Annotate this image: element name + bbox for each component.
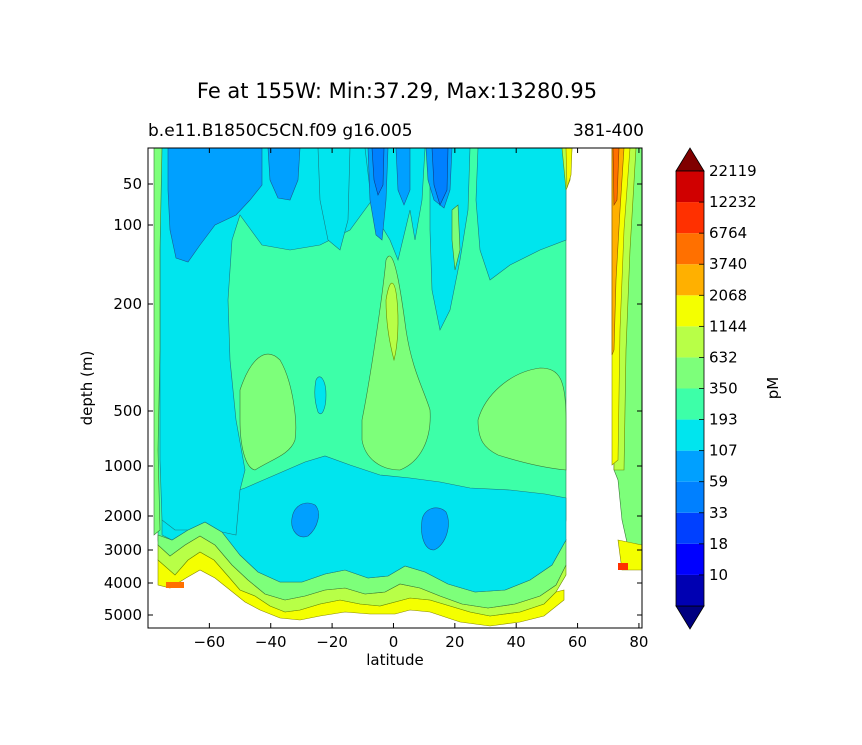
y-axis-label: depth (m)	[78, 351, 96, 426]
colorbar-segment	[676, 202, 704, 234]
x-tick-label: −40	[255, 633, 287, 651]
colorbar-segment	[676, 233, 704, 265]
colorbar-segment	[676, 264, 704, 296]
colorbar-extend-max	[675, 147, 705, 172]
x-tick-label: 60	[568, 633, 587, 651]
seafloor-bit	[618, 563, 628, 570]
contour-region-107-d	[395, 148, 411, 206]
contour-region-107-deep-a	[291, 502, 319, 538]
colorbar-label: pM	[764, 377, 782, 399]
colorbar: 10 18 33 59 107 193 350 632 1144 2068 3740 6764 1223…	[675, 147, 757, 630]
y-tick-label: 3000	[104, 541, 142, 559]
y-tick-label: 200	[113, 295, 142, 313]
x-tick-label: 0	[389, 633, 399, 651]
contour-region-107-deep-b	[421, 507, 449, 551]
colorbar-tick-label: 3740	[709, 255, 747, 273]
contour-region-632-north	[477, 367, 567, 471]
colorbar-tick-label: 59	[709, 473, 728, 491]
colorbar-segment	[676, 450, 704, 482]
plot-frame	[147, 147, 643, 629]
x-tick-label: 40	[507, 633, 526, 651]
chart-subtitle-case: b.e11.B1850C5CN.f09 g16.005	[148, 121, 413, 141]
colorbar-segment	[676, 574, 704, 606]
y-tick-label: 100	[113, 216, 142, 234]
colorbar-tick-label: 350	[709, 380, 738, 398]
y-tick-label: 1000	[104, 457, 142, 475]
contour-region-632-south	[239, 353, 297, 471]
contour-region-59-a	[371, 148, 385, 196]
colorbar-segment	[676, 388, 704, 420]
contour-region-193-deep	[161, 455, 567, 593]
y-tick-label: 50	[123, 175, 142, 193]
chart-title: Fe at 155W: Min:37.29, Max:13280.95	[197, 79, 597, 103]
contour-region-1144-equator	[385, 282, 399, 362]
y-tick-label: 2000	[104, 507, 142, 525]
colorbar-tick-label: 33	[709, 504, 728, 522]
colorbar-segment	[676, 326, 704, 358]
y-tick-label: 4000	[104, 574, 142, 592]
colorbar-tick-label: 22119	[709, 162, 757, 180]
y-axis: 50 100 200 500 1000 2000 3000 4000 5000	[104, 175, 642, 624]
contour-region-632-south-edge	[153, 148, 163, 536]
seafloor-bit	[166, 582, 184, 588]
x-tick-label: −60	[194, 633, 226, 651]
x-tick-label: 20	[445, 633, 464, 651]
contour-region-59-b	[431, 148, 449, 206]
x-tick-label: −20	[316, 633, 348, 651]
x-tick-label: 80	[629, 633, 648, 651]
colorbar-segment	[676, 512, 704, 544]
colorbar-segment	[676, 481, 704, 513]
colorbar-segment	[676, 171, 704, 203]
x-axis: −60 −40 −20 0 20 40 60 80	[194, 148, 648, 651]
colorbar-tick-label: 107	[709, 442, 738, 460]
contour-region-arctic-floor	[617, 539, 642, 571]
colorbar-tick-label: 1144	[709, 317, 747, 335]
colorbar-tick-label: 2068	[709, 286, 747, 304]
contour-region-193-column	[314, 376, 327, 415]
colorbar-tick-label: 18	[709, 535, 728, 553]
x-axis-label: latitude	[366, 651, 424, 669]
contour-region-107-upper	[167, 148, 263, 263]
colorbar-tick-label: 12232	[709, 193, 757, 211]
y-tick-label: 500	[113, 402, 142, 420]
colorbar-tick-label: 10	[709, 566, 728, 584]
contour-region-107-b	[267, 148, 301, 201]
colorbar-segment	[676, 295, 704, 327]
colorbar-extend-min	[675, 605, 705, 630]
contour-region-632-equator	[361, 256, 431, 471]
contour-region-632-column	[451, 204, 461, 271]
contour-region-arctic-6764	[612, 148, 620, 207]
contour-region-north-coast-2	[565, 148, 573, 189]
colorbar-segment	[676, 543, 704, 575]
colorbar-tick-label: 6764	[709, 224, 747, 242]
y-tick-label: 5000	[104, 606, 142, 624]
colorbar-segment	[676, 357, 704, 389]
colorbar-tick-label: 632	[709, 348, 738, 366]
colorbar-segment	[676, 419, 704, 451]
chart-subtitle-years: 381-400	[573, 121, 644, 141]
colorbar-tick-label: 193	[709, 411, 738, 429]
contour-field	[148, 148, 642, 628]
contour-region-193-tongue-a	[317, 148, 351, 251]
